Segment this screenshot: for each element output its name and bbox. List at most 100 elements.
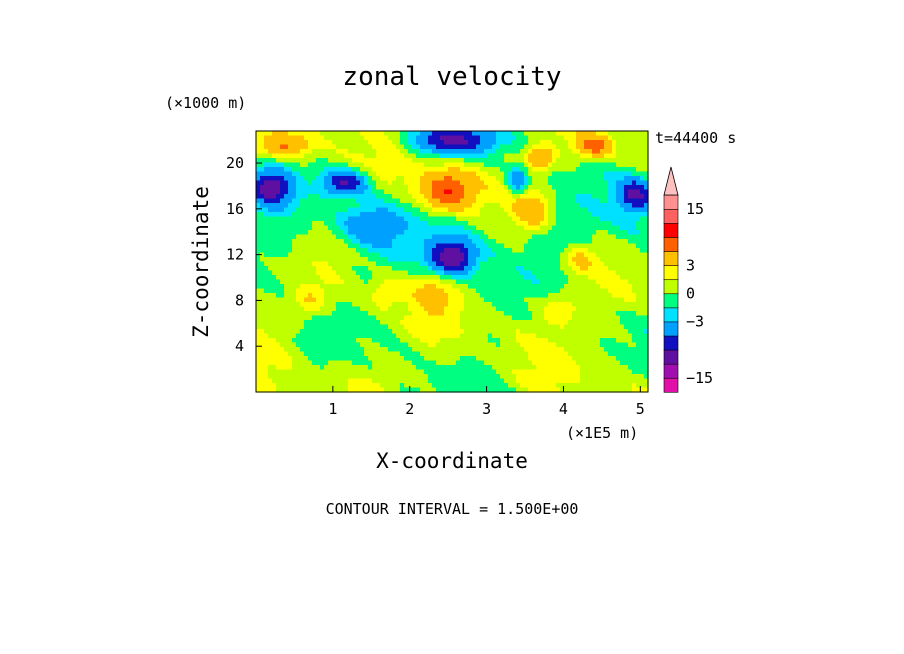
- heatmap-cell: [456, 275, 461, 281]
- heatmap-cell: [640, 225, 645, 231]
- heatmap-cell: [452, 279, 457, 285]
- heatmap-cell: [512, 297, 517, 303]
- heatmap-cell: [540, 279, 545, 285]
- heatmap-cell: [620, 275, 625, 281]
- heatmap-cell: [384, 144, 389, 150]
- heatmap-cell: [276, 216, 281, 222]
- heatmap-cell: [316, 131, 321, 137]
- heatmap-cell: [344, 225, 349, 231]
- heatmap-cell: [408, 131, 413, 137]
- heatmap-cell: [384, 230, 389, 236]
- heatmap-cell: [296, 333, 301, 339]
- heatmap-cell: [344, 324, 349, 330]
- heatmap-cell: [380, 356, 385, 362]
- heatmap-cell: [364, 234, 369, 240]
- heatmap-cell: [348, 324, 353, 330]
- heatmap-cell: [500, 185, 505, 191]
- heatmap-cell: [356, 176, 361, 182]
- heatmap-cell: [504, 338, 509, 344]
- heatmap-cell: [324, 216, 329, 222]
- heatmap-cell: [320, 230, 325, 236]
- heatmap-cell: [432, 140, 437, 146]
- heatmap-cell: [416, 320, 421, 326]
- heatmap-cell: [420, 257, 425, 263]
- heatmap-cell: [588, 257, 593, 263]
- heatmap-cell: [316, 167, 321, 173]
- heatmap-cell: [412, 243, 417, 249]
- heatmap-cell: [304, 171, 309, 177]
- heatmap-cell: [484, 266, 489, 272]
- heatmap-cell: [308, 149, 313, 155]
- heatmap-cell: [552, 275, 557, 281]
- heatmap-cell: [376, 189, 381, 195]
- heatmap-cell: [308, 230, 313, 236]
- heatmap-cell: [436, 207, 441, 213]
- heatmap-cell: [544, 279, 549, 285]
- heatmap-cell: [548, 342, 553, 348]
- heatmap-cell: [472, 144, 477, 150]
- heatmap-cell: [428, 234, 433, 240]
- heatmap-cell: [400, 351, 405, 357]
- heatmap-cell: [288, 176, 293, 182]
- heatmap-cell: [636, 333, 641, 339]
- heatmap-cell: [452, 230, 457, 236]
- heatmap-cell: [380, 230, 385, 236]
- heatmap-cell: [536, 320, 541, 326]
- heatmap-cell: [352, 324, 357, 330]
- heatmap-cell: [472, 185, 477, 191]
- heatmap-cell: [556, 257, 561, 263]
- heatmap-cell: [452, 257, 457, 263]
- heatmap-cell: [508, 351, 513, 357]
- heatmap-cell: [628, 176, 633, 182]
- heatmap-cell: [400, 162, 405, 168]
- heatmap-cell: [444, 135, 449, 141]
- heatmap-cell: [332, 234, 337, 240]
- heatmap-cell: [488, 149, 493, 155]
- heatmap-cell: [528, 302, 533, 308]
- heatmap-cell: [524, 221, 529, 227]
- heatmap-cell: [588, 261, 593, 267]
- heatmap-cell: [456, 167, 461, 173]
- heatmap-cell: [456, 144, 461, 150]
- heatmap-cell: [584, 230, 589, 236]
- heatmap-cell: [512, 302, 517, 308]
- heatmap-cell: [568, 144, 573, 150]
- heatmap-cell: [488, 216, 493, 222]
- heatmap-cell: [600, 266, 605, 272]
- heatmap-cell: [572, 203, 577, 209]
- heatmap-cell: [528, 293, 533, 299]
- heatmap-cell: [488, 261, 493, 267]
- heatmap-cell: [464, 212, 469, 218]
- heatmap-cell: [292, 198, 297, 204]
- heatmap-cell: [336, 284, 341, 290]
- heatmap-cell: [580, 216, 585, 222]
- heatmap-cell: [592, 293, 597, 299]
- heatmap-cell: [376, 252, 381, 258]
- heatmap-cell: [596, 270, 601, 276]
- heatmap-cell: [352, 302, 357, 308]
- heatmap-cell: [460, 342, 465, 348]
- heatmap-cell: [516, 153, 521, 159]
- heatmap-cell: [392, 329, 397, 335]
- heatmap-cell: [388, 243, 393, 249]
- heatmap-cell: [584, 180, 589, 186]
- heatmap-cell: [316, 207, 321, 213]
- heatmap-cell: [400, 248, 405, 254]
- heatmap-cell: [548, 252, 553, 258]
- heatmap-cell: [352, 230, 357, 236]
- heatmap-cell: [400, 198, 405, 204]
- heatmap-cell: [340, 342, 345, 348]
- heatmap-cell: [284, 347, 289, 353]
- heatmap-cell: [296, 351, 301, 357]
- heatmap-cell: [420, 158, 425, 164]
- heatmap-cell: [296, 284, 301, 290]
- heatmap-cell: [456, 270, 461, 276]
- heatmap-cell: [320, 239, 325, 245]
- heatmap-cell: [344, 216, 349, 222]
- heatmap-cell: [628, 243, 633, 249]
- heatmap-cell: [476, 203, 481, 209]
- heatmap-cell: [600, 261, 605, 267]
- heatmap-cell: [344, 320, 349, 326]
- heatmap-cell: [412, 230, 417, 236]
- heatmap-cell: [444, 198, 449, 204]
